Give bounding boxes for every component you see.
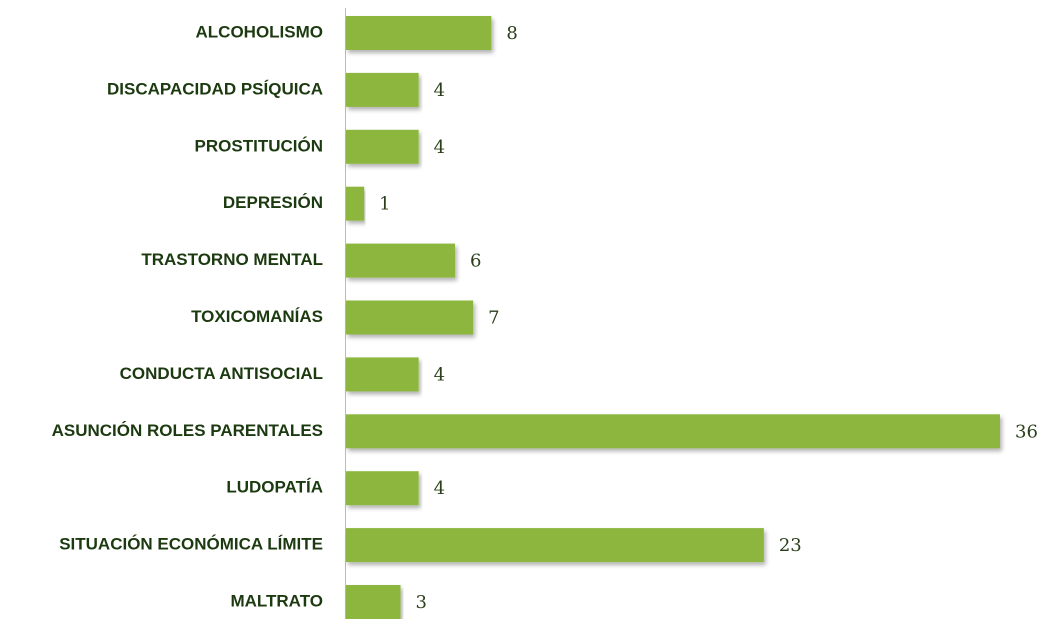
value-label: 1: [379, 194, 390, 215]
bar: [346, 528, 764, 563]
category-label: CONDUCTA ANTISOCIAL: [120, 364, 323, 383]
bar: [346, 72, 419, 107]
value-label: 23: [779, 535, 802, 556]
category-label: SITUACIÓN ECONÓMICA LÍMITE: [59, 535, 323, 554]
category-label: TRASTORNO MENTAL: [141, 250, 323, 269]
bar: [346, 16, 492, 50]
value-label: 8: [506, 23, 517, 44]
value-label: 7: [488, 308, 499, 329]
bar: [346, 129, 419, 164]
category-label: MALTRATO: [230, 591, 323, 610]
value-label: 3: [416, 592, 427, 613]
bar: [346, 300, 474, 335]
value-label: 6: [470, 251, 481, 272]
bar: [346, 357, 419, 392]
value-label: 36: [1015, 421, 1038, 442]
value-label: 4: [434, 364, 445, 385]
category-label: LUDOPATÍA: [226, 478, 323, 497]
category-label: ASUNCIÓN ROLES PARENTALES: [52, 421, 323, 440]
value-label: 4: [434, 478, 445, 499]
category-label: TOXICOMANÍAS: [191, 307, 323, 326]
bar: [346, 414, 1000, 449]
value-label: 4: [434, 80, 445, 101]
bar: [346, 186, 365, 221]
category-label: ALCOHOLISMO: [196, 22, 324, 41]
value-label: 4: [434, 137, 445, 158]
category-label: DEPRESIÓN: [223, 193, 323, 212]
bar: [346, 243, 455, 278]
category-label: DISCAPACIDAD PSÍQUICA: [107, 79, 323, 98]
bar: [346, 585, 401, 619]
bar: [346, 471, 419, 506]
category-label: PROSTITUCIÓN: [195, 136, 323, 155]
